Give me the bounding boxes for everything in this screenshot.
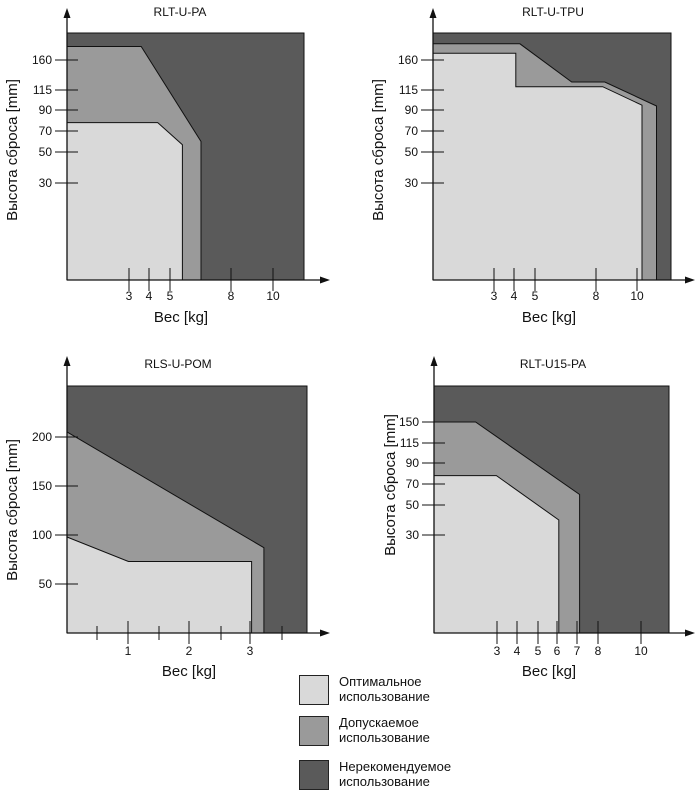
x-tick-label: 4 — [514, 644, 521, 658]
x-axis-arrow-icon — [685, 276, 695, 284]
x-tick-label: 5 — [532, 289, 539, 303]
chart-title: RLT-U15-PA — [520, 357, 586, 371]
y-tick-label: 100 — [32, 528, 52, 542]
chart-title: RLS-U-POM — [144, 357, 211, 371]
x-tick-label: 5 — [167, 289, 174, 303]
y-tick-label: 115 — [33, 83, 52, 97]
legend-label-not-recommended-2: использование — [339, 774, 430, 789]
y-tick-label: 115 — [399, 83, 418, 97]
y-tick-label: 50 — [39, 145, 53, 159]
y-axis-arrow-icon — [63, 356, 71, 366]
y-axis-label: Высота сброса [mm] — [4, 79, 21, 221]
y-tick-label: 70 — [39, 124, 53, 138]
chart-panel-2: 3 4 5 8 10 30 50 70 90 115 160 RLT-U-TPU Вес [kg] Выс… — [370, 5, 695, 326]
legend-item-not-recommended: Нерекомендуемое использование — [299, 759, 539, 796]
x-axis-label: Вес [kg] — [162, 663, 216, 680]
legend-label-allowed: Допускаемое — [339, 715, 419, 730]
x-tick-label: 2 — [186, 644, 193, 658]
x-tick-label: 4 — [511, 289, 518, 303]
y-axis-label: Высота сброса [mm] — [4, 439, 21, 581]
y-tick-label: 150 — [32, 479, 52, 493]
y-tick-label: 70 — [405, 124, 419, 138]
x-tick-label: 3 — [491, 289, 498, 303]
x-tick-label: 10 — [630, 289, 644, 303]
legend-swatch-optimal — [299, 675, 329, 705]
x-tick-label: 10 — [266, 289, 280, 303]
legend-label-optimal: Оптимальное — [339, 674, 422, 689]
y-tick-label: 90 — [405, 103, 419, 117]
x-axis-label: Вес [kg] — [154, 309, 208, 326]
y-axis-arrow-icon — [429, 8, 437, 18]
x-axis-label: Вес [kg] — [522, 309, 576, 326]
y-tick-label: 30 — [405, 176, 419, 190]
legend-label-not-recommended: Нерекомендуемое — [339, 759, 452, 774]
x-axis-arrow-icon — [320, 276, 330, 284]
y-axis-label: Высота сброса [mm] — [370, 79, 387, 221]
chart-panel-3: 1 2 3 50 100 150 200 RLS-U-POM Вес [kg] Высота сб… — [4, 356, 330, 680]
x-tick-label: 8 — [595, 644, 602, 658]
y-tick-label: 50 — [406, 498, 420, 512]
x-tick-label: 3 — [126, 289, 133, 303]
legend-swatch-not-recommended — [299, 760, 329, 790]
x-axis-label: Вес [kg] — [522, 663, 576, 680]
y-tick-label: 70 — [406, 477, 420, 491]
legend-label-allowed-2: использование — [339, 730, 430, 745]
y-tick-label: 90 — [39, 103, 53, 117]
x-tick-label: 5 — [535, 644, 542, 658]
x-tick-label: 10 — [634, 644, 648, 658]
x-axis-arrow-icon — [320, 629, 330, 637]
y-axis-label: Высота сброса [mm] — [382, 414, 399, 556]
x-tick-label: 4 — [146, 289, 153, 303]
legend-item-optimal: Оптимальное использование — [299, 674, 539, 711]
legend-label-optimal-2: использование — [339, 689, 430, 704]
chart-title: RLT-U-PA — [154, 5, 207, 19]
region-optimal — [66, 122, 183, 281]
legend-item-allowed: Допускаемое использование — [299, 715, 539, 752]
x-axis-arrow-icon — [685, 629, 695, 637]
y-axis-arrow-icon — [63, 8, 71, 18]
chart-panel-1: 3 4 5 8 10 30 50 70 90 115 160 RLT-U-PA Вес [kg] Высо… — [4, 5, 330, 326]
y-tick-label: 160 — [398, 53, 418, 67]
y-tick-label: 50 — [405, 145, 419, 159]
legend-swatch-allowed — [299, 716, 329, 746]
x-tick-label: 3 — [494, 644, 501, 658]
y-tick-label: 30 — [406, 528, 420, 542]
x-tick-label: 8 — [593, 289, 600, 303]
y-tick-label: 90 — [406, 456, 420, 470]
x-tick-label: 1 — [125, 644, 132, 658]
y-tick-label: 200 — [32, 430, 52, 444]
y-tick-label: 30 — [39, 176, 53, 190]
y-tick-label: 50 — [39, 577, 53, 591]
x-tick-label: 7 — [574, 644, 581, 658]
x-tick-label: 8 — [228, 289, 235, 303]
chart-title: RLT-U-TPU — [522, 5, 584, 19]
y-tick-label: 150 — [399, 415, 419, 429]
chart-panel-4: 3 4 5 6 7 8 10 30 50 70 90 115 150 RLT-U15-PA Вес [kg]… — [382, 356, 695, 680]
y-axis-arrow-icon — [430, 356, 438, 366]
y-tick-label: 160 — [32, 53, 52, 67]
x-tick-label: 3 — [247, 644, 254, 658]
x-tick-label: 6 — [554, 644, 561, 658]
y-tick-label: 115 — [400, 436, 419, 450]
